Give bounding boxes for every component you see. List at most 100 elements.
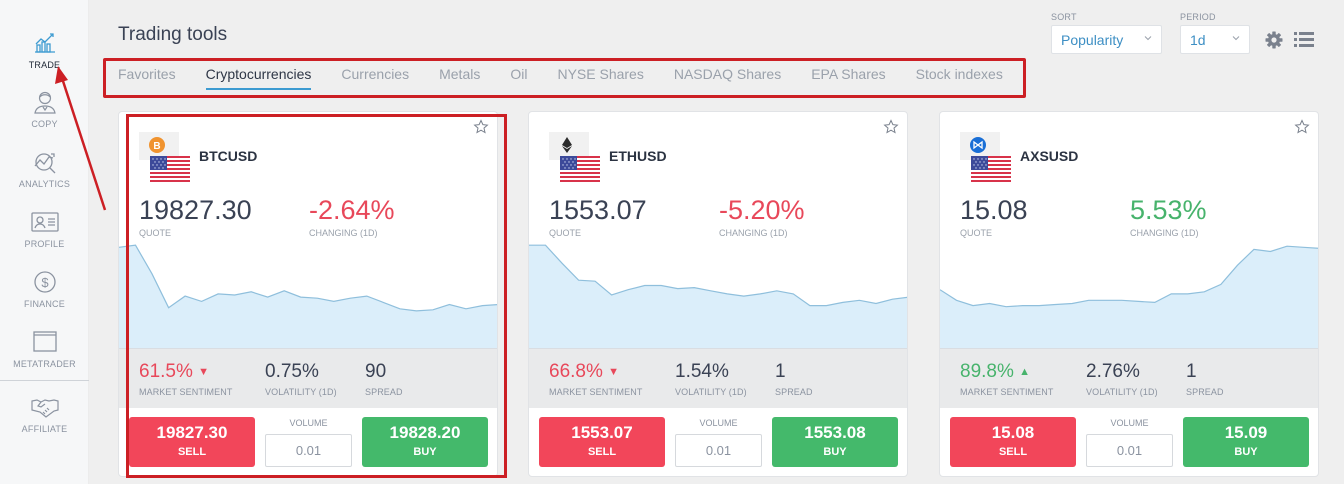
price-sparkline-chart [119,244,497,348]
sidebar-item-trade[interactable]: TRADE [0,30,89,70]
volume-input[interactable] [265,434,352,467]
instrument-card-axsusd[interactable]: AXSUSD 15.08 QUOTE 5.53% CHANGING (1D) 8… [939,111,1319,477]
sell-price: 1553.07 [571,423,633,442]
svg-text:$: $ [41,275,49,290]
sentiment-value: 61.5% ▼ [139,361,210,382]
sort-value: Popularity [1061,32,1124,48]
sidebar-divider [0,380,89,381]
sentiment-label: MARKET SENTIMENT [139,387,233,397]
spread-label: SPREAD [1186,387,1224,397]
spread-value: 1 [1186,361,1197,382]
quote-value: 1553.07 [549,195,647,225]
sidebar-item-copy[interactable]: COPY [0,89,89,129]
tab-favorites[interactable]: Favorites [118,66,176,82]
tab-epa-shares[interactable]: EPA Shares [811,66,886,82]
tab-oil[interactable]: Oil [510,66,528,82]
sidebar-item-analytics[interactable]: ANALYTICS [0,149,89,189]
axie-icon [970,137,986,153]
handshake-icon [30,399,59,418]
chevron-down-icon [1232,36,1240,41]
stats-row: 89.8% ▲ MARKET SENTIMENT 2.76% VOLATILIT… [940,348,1318,408]
bitcoin-icon: B [149,137,165,153]
buy-button[interactable]: 1553.08 BUY [772,417,898,467]
volume-label: VOLUME [289,418,328,428]
sell-label: SELL [177,446,207,458]
favorite-star-icon[interactable] [473,119,489,135]
spread-value: 90 [365,361,387,382]
change-label: CHANGING (1D) [1130,228,1199,238]
buy-price: 19828.20 [389,423,461,442]
sell-button[interactable]: 19827.30 SELL [129,417,255,467]
svg-text:B: B [153,141,160,152]
sort-select[interactable]: Popularity [1051,25,1162,54]
quote-value: 19827.30 [139,195,252,225]
change-label: CHANGING (1D) [309,228,378,238]
quote-label: QUOTE [549,228,582,238]
sidebar-item-label: FINANCE [24,299,65,309]
sidebar-item-label: ANALYTICS [18,179,71,189]
sell-button[interactable]: 15.08 SELL [950,417,1076,467]
quote-label: QUOTE [139,228,172,238]
price-sparkline-chart [529,244,907,348]
sidebar-item-metatrader[interactable]: METATRADER [0,329,89,369]
sentiment-value: 66.8% ▼ [549,361,620,382]
list-view-icon[interactable] [1294,31,1314,48]
period-label: PERIOD [1180,12,1216,22]
gear-icon[interactable] [1264,30,1284,50]
period-select[interactable]: 1d [1180,25,1250,54]
volatility-value: 2.76% [1086,361,1140,382]
volatility-label: VOLATILITY (1D) [1086,387,1158,397]
sidebar-item-label: TRADE [28,60,61,70]
instrument-symbol: AXSUSD [1020,148,1079,164]
sell-button[interactable]: 1553.07 SELL [539,417,665,467]
buy-button[interactable]: 15.09 BUY [1183,417,1309,467]
volume-input[interactable] [675,434,762,467]
volume-input[interactable] [1086,434,1173,467]
volume-label: VOLUME [699,418,738,428]
sort-label: SORT [1051,12,1077,22]
trade-chart-icon [34,33,55,53]
sidebar-item-finance[interactable]: $ FINANCE [0,269,89,309]
buy-price: 15.09 [1224,423,1268,442]
tab-nyse-shares[interactable]: NYSE Shares [557,66,644,82]
sell-price: 15.08 [991,423,1035,442]
sell-label: SELL [587,446,617,458]
sentiment-label: MARKET SENTIMENT [960,387,1054,397]
tab-nasdaq-shares[interactable]: NASDAQ Shares [673,66,782,82]
change-label: CHANGING (1D) [719,228,788,238]
tab-currencies[interactable]: Currencies [341,66,410,82]
sidebar-item-label: METATRADER [13,359,76,369]
sidebar-item-affiliate[interactable]: AFFILIATE [0,394,89,434]
instrument-card-btcusd[interactable]: B BTCUSD 19827.30 QUOTE -2.64% CHANGING … [118,111,498,477]
instrument-card-ethusd[interactable]: ETHUSD 1553.07 QUOTE -5.20% CHANGING (1D… [528,111,908,477]
window-icon [32,331,57,352]
sentiment-label: MARKET SENTIMENT [549,387,643,397]
favorite-star-icon[interactable] [883,119,899,135]
sentiment-arrow-icon: ▼ [608,366,620,378]
sentiment-arrow-icon: ▲ [1019,366,1031,378]
sidebar-item-profile[interactable]: PROFILE [0,209,89,249]
buy-price: 1553.08 [804,423,866,442]
price-sparkline-chart [940,245,1318,348]
volatility-value: 0.75% [265,361,319,382]
instrument-symbol: ETHUSD [609,148,667,164]
quote-label: QUOTE [960,228,993,238]
chevron-down-icon [1144,36,1152,41]
instrument-symbol: BTCUSD [199,148,258,164]
stats-row: 61.5% ▼ MARKET SENTIMENT 0.75% VOLATILIT… [119,348,497,408]
tab-stock-indexes[interactable]: Stock indexes [915,66,1003,82]
us-flag-icon [560,156,600,182]
change-value: 5.53% [1130,195,1207,225]
stats-row: 66.8% ▼ MARKET SENTIMENT 1.54% VOLATILIT… [529,348,907,408]
profile-card-icon [30,212,59,232]
tab-metals[interactable]: Metals [439,66,481,82]
favorite-star-icon[interactable] [1294,119,1310,135]
change-value: -2.64% [309,195,395,225]
period-value: 1d [1190,32,1206,48]
quote-value: 15.08 [960,195,1028,225]
buy-button[interactable]: 19828.20 BUY [362,417,488,467]
sentiment-value: 89.8% ▲ [960,361,1031,382]
volatility-value: 1.54% [675,361,729,382]
sidebar-item-label: COPY [31,119,58,129]
tab-cryptocurrencies[interactable]: Cryptocurrencies [205,66,312,90]
